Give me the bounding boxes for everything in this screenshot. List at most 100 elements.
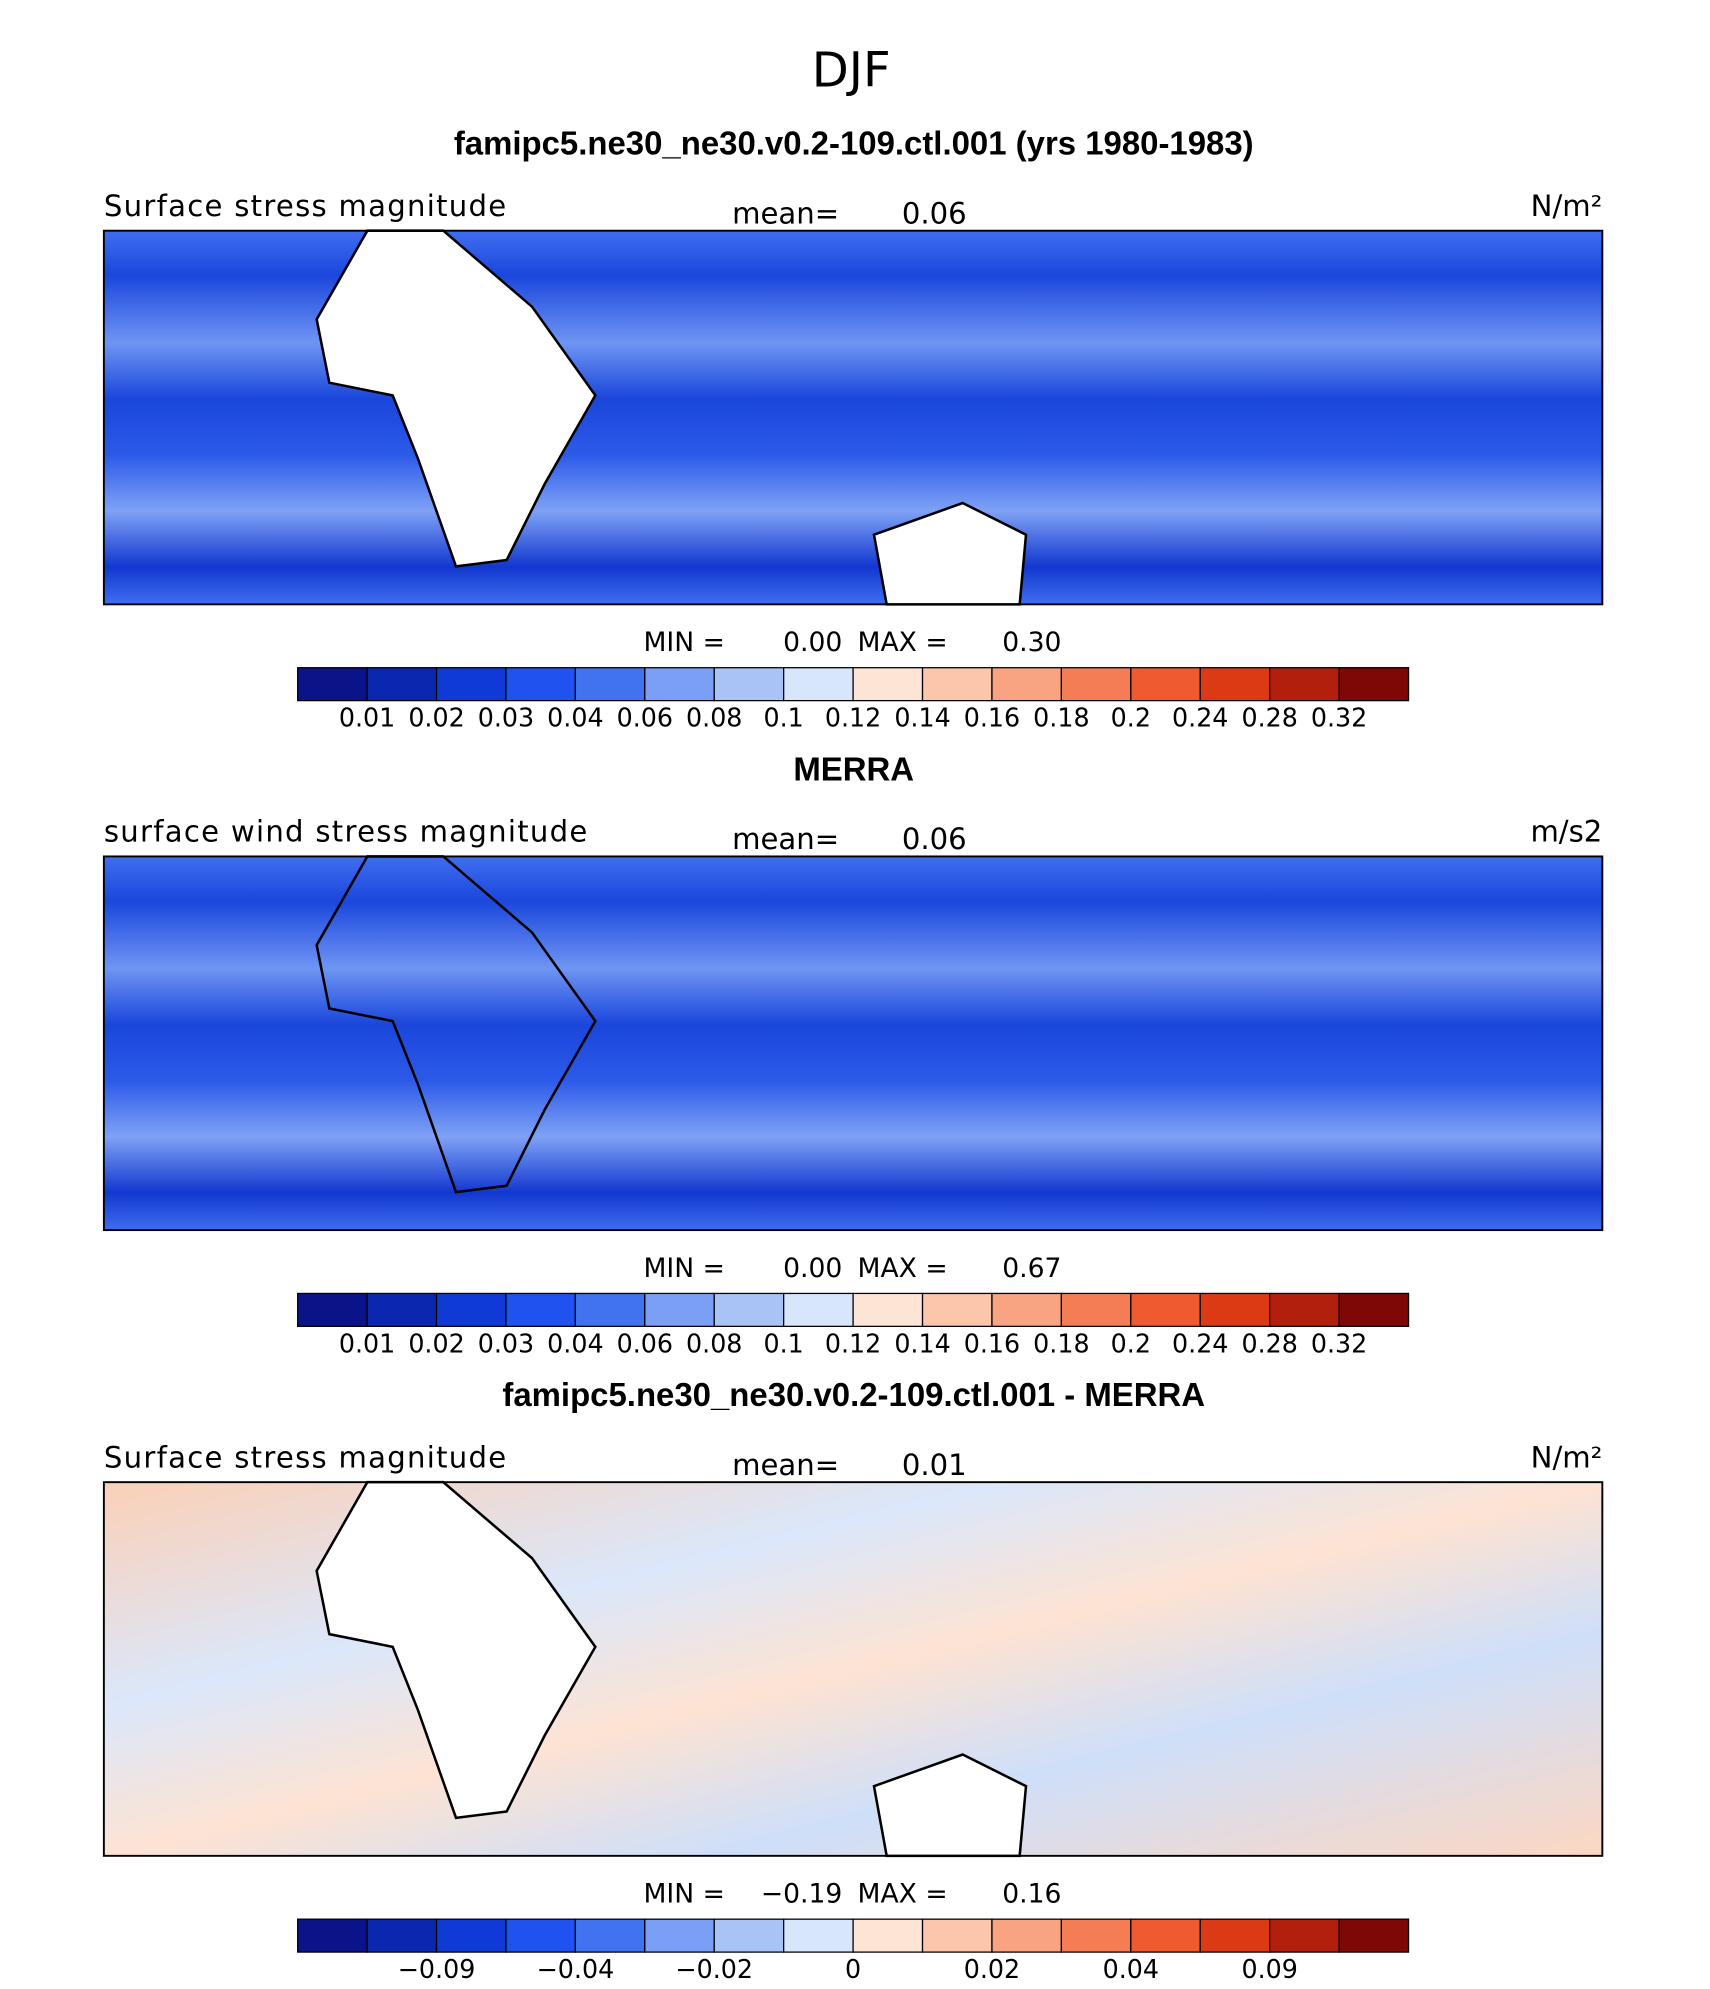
colorbar-swatch [852,1918,924,1953]
colorbar-label: 0.18 [1033,1328,1089,1358]
colorbar-swatch [1060,667,1132,702]
mean-value: 0.06 [902,822,967,856]
colorbar-label: −0.09 [398,1954,476,1984]
colorbar-swatch [921,1918,993,1953]
units-label: N/m² [1531,1440,1603,1474]
colorbar-swatch [435,1292,507,1327]
colorbar-swatch [366,1918,438,1953]
colorbar-label: 0.04 [547,703,603,733]
colorbar-swatch [1199,1918,1271,1953]
field-label: Surface stress magnitude [104,189,508,223]
colorbar-swatch [505,1292,577,1327]
colorbar-swatch [505,667,577,702]
colorbar-swatch [991,1292,1063,1327]
colorbar-swatch [1269,667,1340,702]
colorbar-label: 0.09 [1241,1954,1297,1984]
land-australia [872,1753,1028,1858]
colorbar-swatch [644,1292,715,1327]
colorbar-label: 0.2 [1111,1328,1151,1358]
colorbar-label: 0 [845,1954,861,1984]
units-label: m/s2 [1530,815,1602,849]
colorbar-swatch [505,1918,577,1953]
field-label: Surface stress magnitude [104,1440,508,1474]
mean-label: mean= [732,1448,839,1482]
colorbar-swatch [644,667,715,702]
max-label: MAX = [858,1253,948,1284]
colorbar-swatch [852,667,924,702]
colorbar-swatch [1269,1292,1340,1327]
map [102,855,1604,1232]
max-value: 0.67 [1002,1253,1061,1284]
land-africa [315,1480,597,1820]
colorbar-label: 0.32 [1311,703,1367,733]
map [102,1480,1604,1858]
colorbar-label: 0.16 [964,1328,1020,1358]
colorbar-swatch [921,1292,993,1327]
colorbar-label: 0.18 [1033,703,1089,733]
colorbar-swatch [574,667,646,702]
map-field [103,856,1603,1231]
colorbar-swatch [1130,667,1201,702]
colorbar-label: 0.01 [339,1328,395,1358]
colorbar-label: 0.02 [964,1954,1020,1984]
colorbar-label: −0.04 [537,1954,615,1984]
colorbar-label: 0.04 [547,1328,603,1358]
colorbar-swatch [1199,1292,1271,1327]
colorbar-label: 0.1 [764,1328,804,1358]
panel-title: MERRA [793,750,914,787]
colorbar-label: 0.02 [408,1328,464,1358]
colorbar-label: 0.12 [825,703,881,733]
colorbar-swatch [1060,1918,1132,1953]
map-frame [102,855,1604,1232]
colorbar-swatch [1338,667,1410,702]
colorbar-swatch [1060,1292,1132,1327]
min-value: 0.00 [783,1253,842,1284]
colorbar-swatch [574,1918,646,1953]
colorbar-label: 0.14 [894,703,950,733]
min-value: −0.19 [761,1879,843,1910]
colorbar-label: 0.28 [1241,1328,1297,1358]
land-australia [872,501,1028,606]
colorbar-swatch [991,1918,1063,1953]
colorbar-swatch [852,1292,924,1327]
colorbar-label: 0.2 [1111,703,1151,733]
colorbar-swatch [1130,1292,1201,1327]
max-label: MAX = [858,1879,948,1910]
colorbar-label: 0.28 [1241,703,1297,733]
colorbar-label: 0.03 [478,703,534,733]
colorbar-label: −0.02 [675,1954,753,1984]
units-label: N/m² [1531,189,1603,223]
colorbar-label: 0.12 [825,1328,881,1358]
colorbar-swatch [297,1918,368,1953]
min-label: MIN = [643,627,724,658]
colorbar-swatch [783,1918,854,1953]
colorbar-swatch [1338,1918,1410,1953]
colorbar-swatch [921,667,993,702]
colorbar-swatch [713,667,785,702]
colorbar-swatch [783,667,854,702]
colorbar-label: 0.16 [964,703,1020,733]
colorbar-label: 0.1 [764,703,804,733]
colorbar-swatch [1338,1292,1410,1327]
map-frame [102,229,1604,606]
colorbar-label: 0.32 [1311,1328,1367,1358]
colorbar-swatch [297,1292,368,1327]
max-label: MAX = [858,627,948,658]
colorbar-swatch [644,1918,715,1953]
field-label: surface wind stress magnitude [104,815,589,849]
map-field [103,230,1603,605]
min-label: MIN = [643,1253,724,1284]
land-outline [315,855,597,1194]
colorbar-swatch [435,667,507,702]
colorbar-swatch [1130,1918,1201,1953]
mean-label: mean= [732,197,839,231]
colorbar-swatch [783,1292,854,1327]
mean-label: mean= [732,822,839,856]
colorbar-swatch [435,1918,507,1953]
colorbar-label: 0.02 [408,703,464,733]
colorbar-swatch [366,1292,438,1327]
colorbar-swatch [574,1292,646,1327]
mean-value: 0.06 [902,197,967,231]
colorbar-swatch [713,1292,785,1327]
